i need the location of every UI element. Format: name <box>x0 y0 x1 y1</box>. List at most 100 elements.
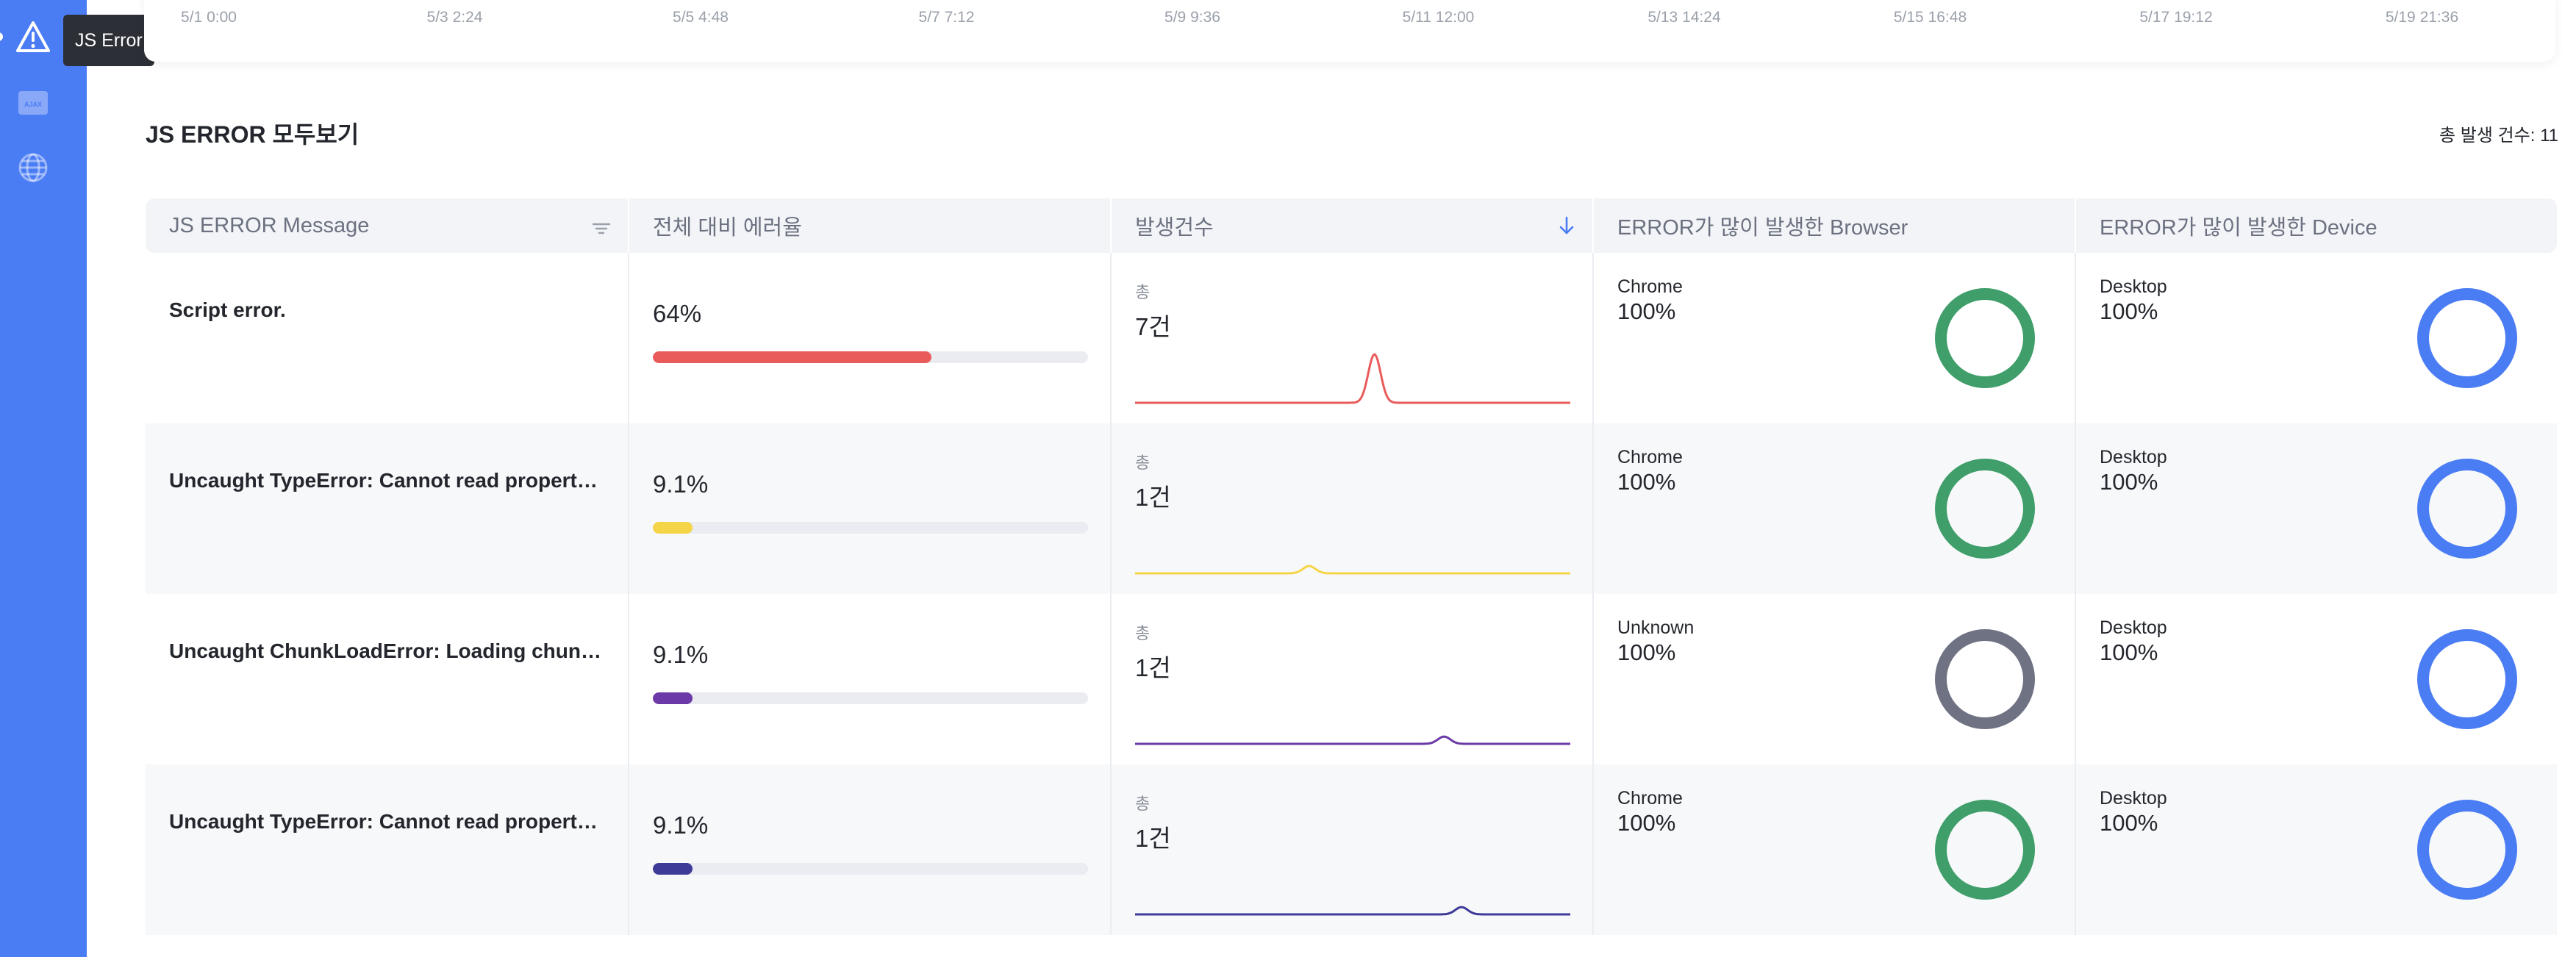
column-header-count[interactable]: 발생건수 <box>1110 198 1592 253</box>
device-percent: 100% <box>2100 639 2158 665</box>
total-count: 총 발생 건수: 11 <box>2439 126 2558 146</box>
table-row[interactable]: Uncaught ChunkLoadError: Loading chunk f… <box>146 594 2557 764</box>
error-message[interactable]: Script error. <box>169 298 286 321</box>
sidebar-tooltip: JS Error <box>63 15 154 66</box>
browser-name: Unknown <box>1617 617 1695 638</box>
error-message[interactable]: Uncaught TypeError: Cannot read properti… <box>169 469 603 492</box>
browser-cell: Unknown 100% <box>1592 594 2075 764</box>
table-row[interactable]: Uncaught TypeError: Cannot read properti… <box>146 764 2557 935</box>
column-header-label: 전체 대비 에러율 <box>653 216 802 240</box>
browser-donut-chart <box>1935 629 2035 729</box>
error-rate-cell: 9.1% <box>628 764 1110 935</box>
ajax-nav-button[interactable]: AJAX <box>7 77 59 129</box>
timeline-tick-label: 5/1 0:00 <box>181 9 237 26</box>
message-cell[interactable]: Uncaught ChunkLoadError: Loading chunk f… <box>146 594 628 764</box>
timeline-tick-label: 5/3 2:24 <box>426 9 483 26</box>
table-row[interactable]: Script error. 64% 총 7건 Chrome 100% Desktop 100% <box>146 253 2557 423</box>
browser-cell: Chrome 100% <box>1592 423 2075 594</box>
ajax-icon: AJAX <box>17 90 49 116</box>
table-header: JS ERROR Message 전체 대비 에러율 발생건수 ERROR가 많… <box>146 198 2557 253</box>
error-rate-value: 9.1% <box>653 811 709 839</box>
error-rate-cell: 9.1% <box>628 594 1110 764</box>
count-sparkline <box>1135 564 1570 575</box>
column-header-error-rate[interactable]: 전체 대비 에러율 <box>628 198 1110 253</box>
count-sparkline <box>1135 735 1570 745</box>
browser-donut-chart <box>1935 288 2035 388</box>
message-cell[interactable]: Uncaught TypeError: Cannot read properti… <box>146 764 628 935</box>
timeline-tick-label: 5/17 19:12 <box>2139 9 2213 26</box>
device-donut-chart <box>2417 629 2517 729</box>
column-header-label: JS ERROR Message <box>169 213 370 237</box>
count-label: 총 <box>1135 283 1151 301</box>
device-donut-chart <box>2417 288 2517 388</box>
error-rate-value: 64% <box>653 300 702 327</box>
browser-percent: 100% <box>1617 639 1676 665</box>
device-name: Desktop <box>2100 276 2167 297</box>
error-message[interactable]: Uncaught ChunkLoadError: Loading chunk f… <box>169 639 603 662</box>
device-cell: Desktop 100% <box>2075 253 2557 423</box>
timeline-card: 5/1 0:00 5/3 2:24 5/5 4:48 5/7 7:12 5/9 9:36… <box>144 0 2555 62</box>
error-rate-cell: 9.1% <box>628 423 1110 594</box>
error-rate-bar <box>653 522 1088 534</box>
table-row[interactable]: Uncaught TypeError: Cannot read properti… <box>146 423 2557 594</box>
browser-percent: 100% <box>1617 469 1676 495</box>
timeline-tick-label: 5/5 4:48 <box>673 9 729 26</box>
active-indicator <box>0 32 3 41</box>
error-message[interactable]: Uncaught TypeError: Cannot read properti… <box>169 810 603 833</box>
timeline-tick-label: 5/13 14:24 <box>1647 9 1721 26</box>
browser-cell: Chrome 100% <box>1592 764 2075 935</box>
js-error-table: JS ERROR Message 전체 대비 에러율 발생건수 ERROR가 많… <box>146 198 2557 935</box>
page-title: JS ERROR 모두보기 <box>146 121 359 148</box>
device-name: Desktop <box>2100 617 2167 638</box>
count-value: 1건 <box>1135 654 1171 681</box>
timeline-tick-label: 5/7 7:12 <box>918 9 975 26</box>
count-cell: 총 7건 <box>1110 253 1592 423</box>
count-value: 7건 <box>1135 313 1171 340</box>
ajax-icon-text: AJAX <box>24 101 42 108</box>
count-label: 총 <box>1135 624 1151 642</box>
sparkline-path <box>1135 353 1570 404</box>
error-rate-bar-fill <box>653 863 693 875</box>
error-rate-bar <box>653 692 1088 704</box>
js-error-nav-button[interactable] <box>7 11 59 62</box>
column-header-label: ERROR가 많이 발생한 Device <box>2100 216 2378 240</box>
filter-icon[interactable] <box>591 218 612 242</box>
globe-nav-button[interactable] <box>7 142 59 193</box>
browser-donut-chart <box>1935 800 2035 900</box>
column-header-device[interactable]: ERROR가 많이 발생한 Device <box>2075 198 2557 253</box>
error-rate-value: 9.1% <box>653 641 709 668</box>
count-cell: 총 1건 <box>1110 764 1592 935</box>
error-rate-bar-fill <box>653 522 693 534</box>
browser-cell: Chrome 100% <box>1592 253 2075 423</box>
count-sparkline <box>1135 906 1570 916</box>
count-sparkline <box>1135 353 1570 404</box>
device-donut-chart <box>2417 800 2517 900</box>
sort-down-arrow-icon[interactable] <box>1557 215 1576 243</box>
browser-donut-chart <box>1935 459 2035 559</box>
column-header-browser[interactable]: ERROR가 많이 발생한 Browser <box>1592 198 2075 253</box>
timeline-tick-label: 5/19 21:36 <box>2385 9 2459 26</box>
error-rate-cell: 64% <box>628 253 1110 423</box>
device-cell: Desktop 100% <box>2075 764 2557 935</box>
sparkline-path <box>1135 735 1570 745</box>
device-cell: Desktop 100% <box>2075 423 2557 594</box>
timeline-tick-label: 5/15 16:48 <box>1893 9 1967 26</box>
error-rate-bar <box>653 351 1088 363</box>
globe-icon <box>18 152 49 183</box>
message-cell[interactable]: Script error. <box>146 253 628 423</box>
warning-icon <box>15 20 51 54</box>
browser-percent: 100% <box>1617 810 1676 836</box>
device-donut-chart <box>2417 459 2517 559</box>
device-name: Desktop <box>2100 788 2167 809</box>
count-label: 총 <box>1135 795 1151 813</box>
column-header-label: 발생건수 <box>1135 216 1214 240</box>
column-header-message[interactable]: JS ERROR Message <box>146 198 628 253</box>
browser-percent: 100% <box>1617 298 1676 324</box>
count-value: 1건 <box>1135 484 1171 511</box>
column-header-label: ERROR가 많이 발생한 Browser <box>1617 216 1908 240</box>
browser-name: Chrome <box>1617 276 1683 297</box>
message-cell[interactable]: Uncaught TypeError: Cannot read properti… <box>146 423 628 594</box>
count-cell: 총 1건 <box>1110 594 1592 764</box>
sparkline-path <box>1135 564 1570 575</box>
device-cell: Desktop 100% <box>2075 594 2557 764</box>
